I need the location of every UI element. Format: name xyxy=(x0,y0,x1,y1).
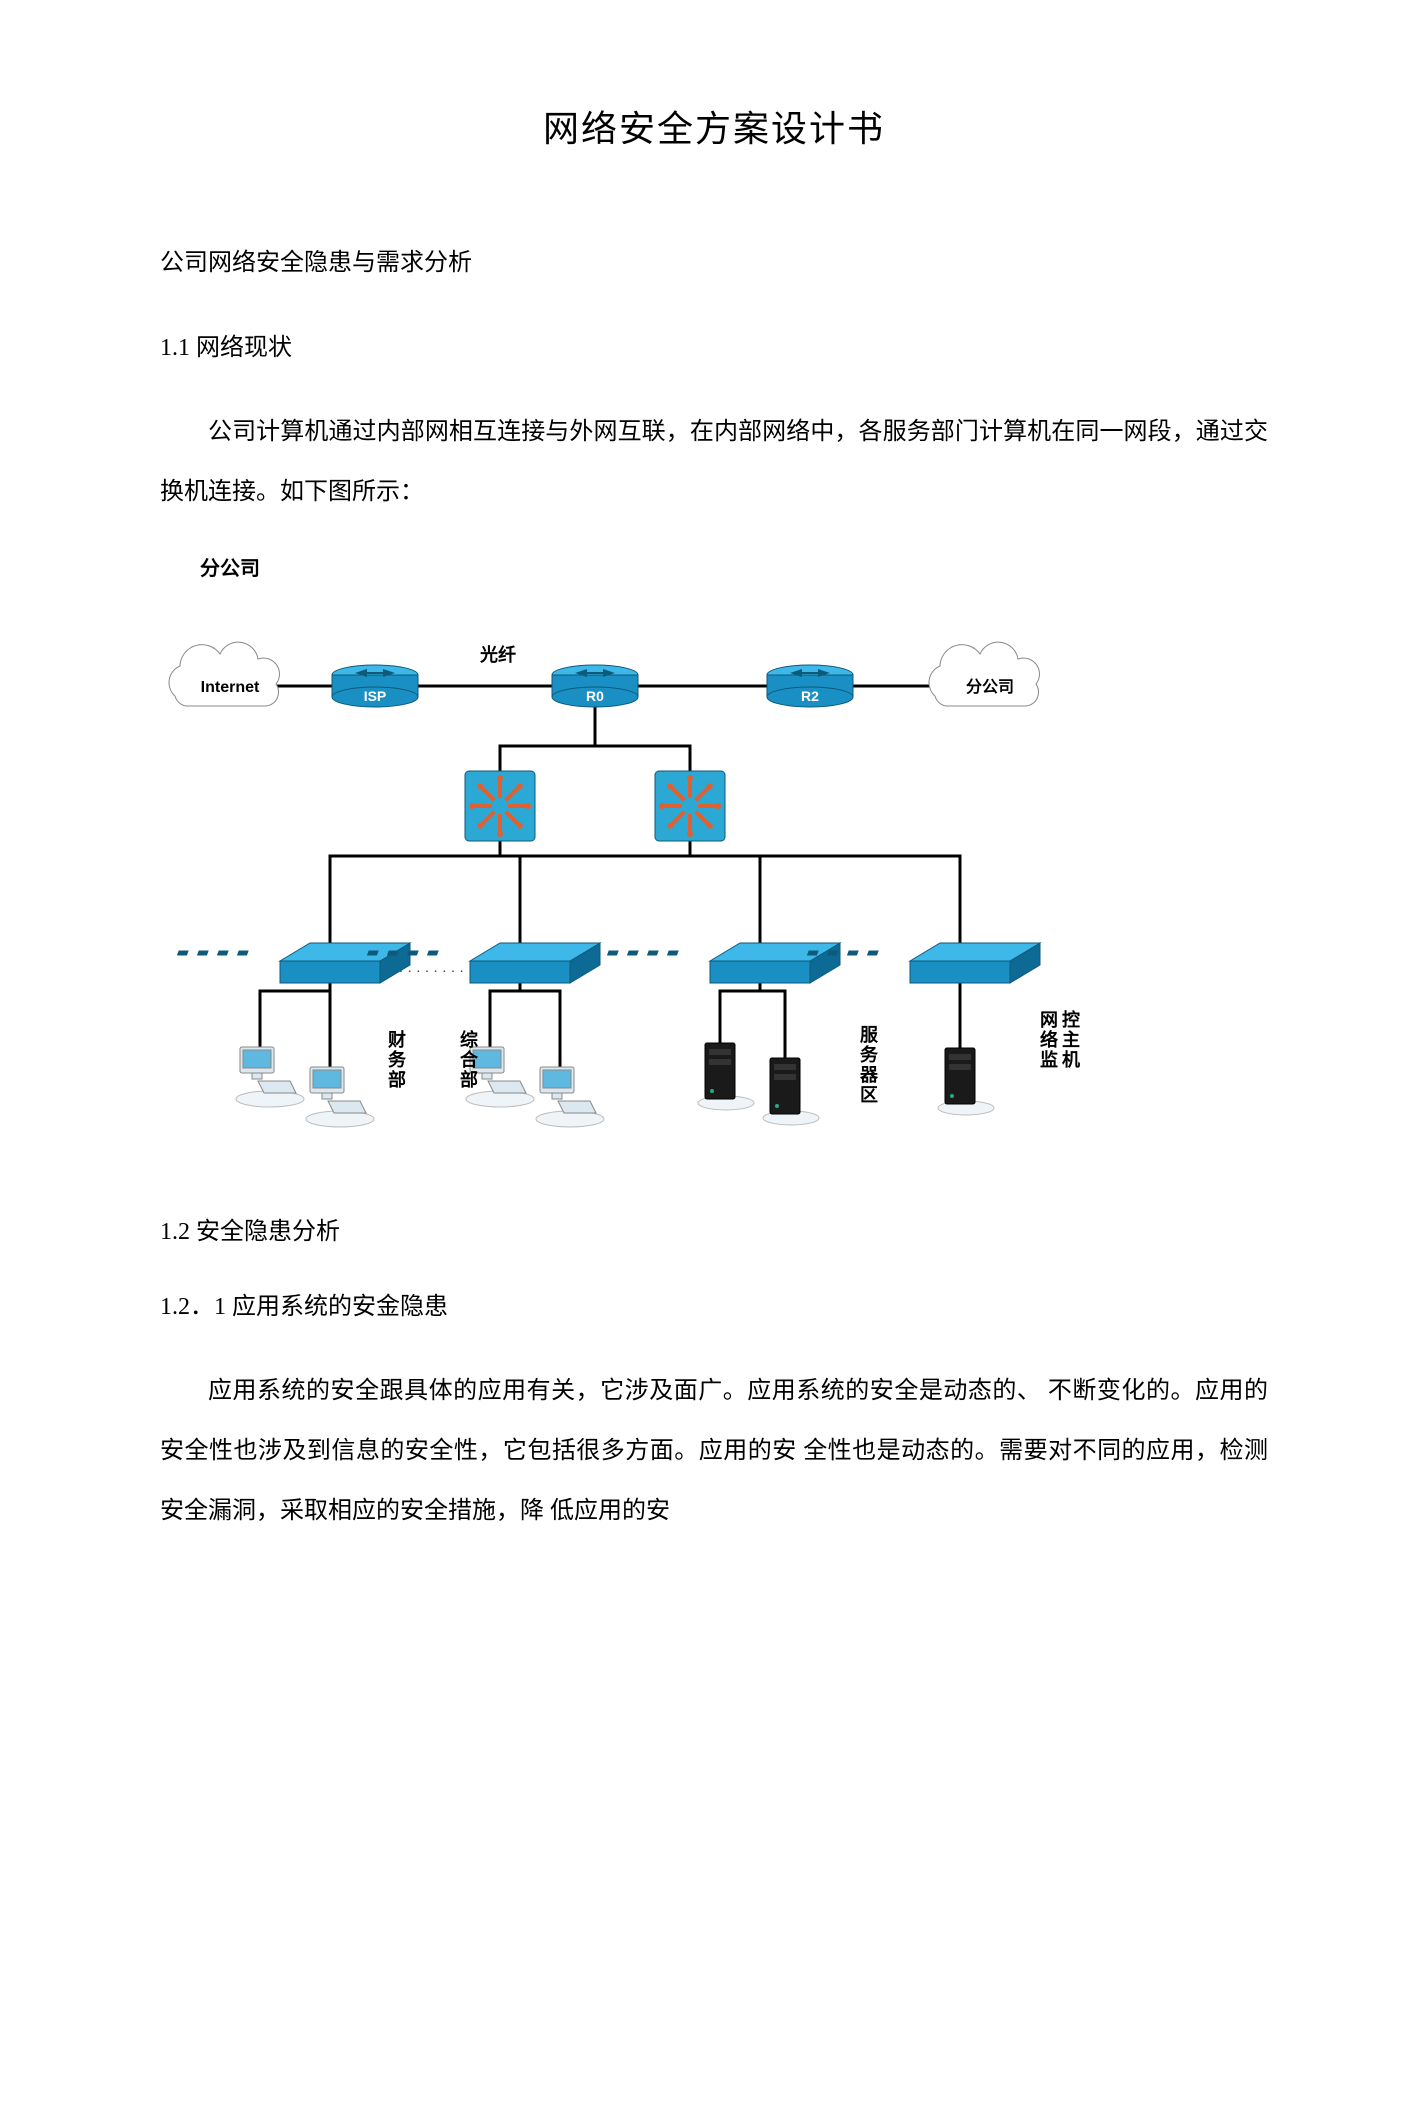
svg-text:机: 机 xyxy=(1062,1050,1080,1070)
svg-text:络: 络 xyxy=(1040,1029,1058,1050)
svg-text:财: 财 xyxy=(388,1029,406,1050)
section-1-2-1-paragraph: 应用系统的安全跟具体的应用有关，它涉及面广。应用系统的安全是动态的、 不断变化的… xyxy=(160,1361,1268,1541)
section-1-heading: 公司网络安全隐患与需求分析 xyxy=(160,242,1268,277)
svg-text:务: 务 xyxy=(388,1049,407,1070)
svg-text:监: 监 xyxy=(1040,1049,1058,1070)
svg-text:Internet: Internet xyxy=(201,679,260,696)
svg-text:ISP: ISP xyxy=(364,688,387,704)
section-1-1-heading: 1.1 网络现状 xyxy=(160,327,1268,362)
page-title: 网络安全方案设计书 xyxy=(160,100,1268,152)
svg-text:务: 务 xyxy=(860,1044,879,1065)
svg-text:控: 控 xyxy=(1062,1009,1080,1030)
svg-text:网: 网 xyxy=(1040,1010,1058,1030)
svg-text:R0: R0 xyxy=(586,688,604,704)
svg-text:器: 器 xyxy=(859,1065,879,1085)
section-1-2-heading: 1.2 安全隐患分析 xyxy=(160,1211,1268,1246)
svg-text:R2: R2 xyxy=(801,688,819,704)
svg-text:部: 部 xyxy=(388,1069,406,1090)
svg-text:服: 服 xyxy=(860,1025,879,1045)
svg-text:区: 区 xyxy=(860,1085,878,1105)
svg-text:主: 主 xyxy=(1062,1029,1080,1050)
svg-text:分公司: 分公司 xyxy=(966,678,1014,696)
svg-text:光纤: 光纤 xyxy=(479,644,516,665)
section-1-2-1-heading: 1.2．1 应用系统的安金隐患 xyxy=(160,1286,1268,1321)
svg-text:合: 合 xyxy=(460,1049,479,1070)
branch-company-label: 分公司 xyxy=(200,552,1268,581)
network-diagram: ············InternetISPR0R2分公司光纤财务部综合部服务… xyxy=(160,631,1268,1151)
section-1-1-paragraph: 公司计算机通过内部网相互连接与外网互联，在内部网络中，各服务部门计算机在同一网段… xyxy=(160,402,1268,522)
svg-text:部: 部 xyxy=(460,1069,478,1090)
svg-text:综: 综 xyxy=(460,1029,478,1050)
